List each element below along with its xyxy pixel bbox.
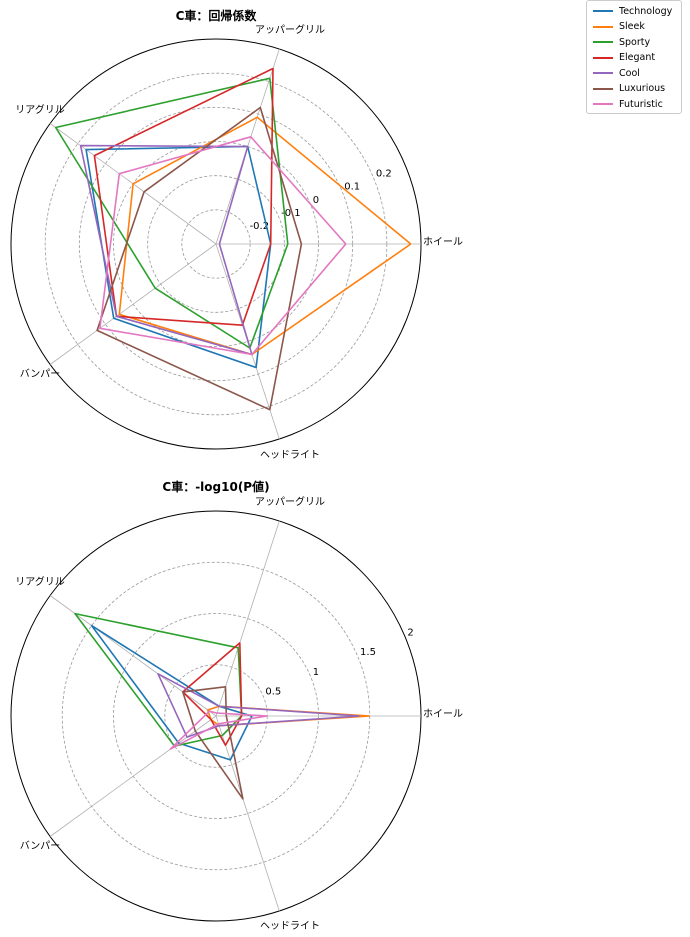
legend-label: Cool (619, 67, 640, 79)
legend-swatch (593, 103, 613, 105)
legend-swatch (593, 10, 613, 12)
legend-swatch (593, 25, 613, 28)
axis-spoke (215, 715, 280, 912)
axis-label: アッパーグリル (255, 23, 325, 36)
series-line-sleek (118, 116, 412, 356)
series-line-luxurious (182, 685, 244, 800)
axis-spoke (49, 243, 217, 365)
series-line-elegant (93, 67, 274, 327)
series-line-futuristic (99, 136, 347, 356)
series-line-elegant (182, 642, 243, 747)
legend-label: Technology (619, 5, 673, 17)
legend-label: Luxurious (619, 83, 666, 94)
legend-item-luxurious: Luxurious (593, 82, 665, 96)
r-tick-label: 0.1 (344, 182, 360, 193)
axis-label: リアグリル (15, 575, 65, 588)
legend-label: Sleek (619, 21, 645, 32)
legend-swatch (593, 87, 613, 90)
legend-item-elegant: Elegant (593, 51, 655, 65)
axis-label: リアグリル (15, 103, 65, 116)
axis-label: アッパーグリル (255, 495, 325, 508)
legend-swatch (593, 72, 613, 74)
axis-spoke (49, 595, 217, 717)
legend-label: Sporty (619, 36, 651, 48)
legend-item-sporty: Sporty (593, 35, 650, 49)
series-line-cool (157, 672, 360, 738)
r-tick-label: -0.2 (250, 221, 270, 232)
radar-chart-1: C車：回帰係数 -0.2 -0.1 0 0.1 0.2 ホイール アッパーグリルリアグリルバン… (10, 8, 463, 461)
r-tick-label: 2 (407, 628, 413, 639)
axis-label: ホイール (423, 708, 463, 720)
axis-label: ヘッドライト (260, 449, 320, 461)
r-tick-label: -0.1 (281, 208, 301, 219)
r-tick-label: 1 (313, 667, 319, 678)
legend-item-futuristic: Futuristic (593, 97, 663, 111)
axis-label: バンパー (20, 368, 61, 380)
legend-label: Elegant (619, 52, 656, 63)
r-tick-label: 0.2 (376, 169, 392, 180)
legend-item-technology: Technology (593, 4, 672, 18)
axis-label: ホイール (423, 236, 463, 248)
legend-swatch (593, 41, 613, 43)
r-tick-label: 1.5 (360, 647, 376, 658)
legend-item-cool: Cool (593, 66, 640, 80)
chart-title: C車：-log10(P値) (162, 479, 269, 494)
r-tick-label: 0.5 (265, 686, 281, 697)
series-line-sporty (74, 612, 243, 747)
chart-title: C車：回帰係数 (176, 8, 258, 23)
legend-label: Futuristic (619, 98, 663, 110)
series-line-futuristic (169, 710, 268, 750)
legend-item-sleek: Sleek (593, 20, 645, 34)
axis-label: ヘッドライト (260, 920, 320, 932)
axis-label: バンパー (20, 840, 61, 852)
legend-swatch (593, 56, 613, 59)
r-tick-label: 0 (313, 195, 319, 206)
series-line-luxurious (96, 106, 303, 411)
axis-spoke (49, 715, 217, 837)
legend: Technology Sleek Sporty Elegant Cool Lux… (586, 0, 682, 114)
axis-spoke (215, 520, 280, 717)
series-line-cool (79, 144, 253, 356)
radar-chart-2: C車：-log10(P値) 0.5 1 1.5 2 ホイール アッパーグリルリアグリルバンパ… (10, 479, 463, 932)
